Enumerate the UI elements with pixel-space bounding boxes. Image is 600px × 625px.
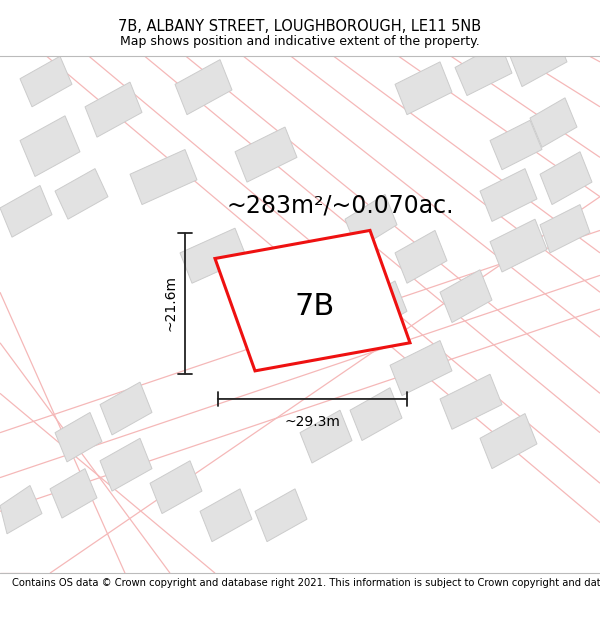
Polygon shape: [175, 59, 232, 114]
Polygon shape: [455, 42, 512, 96]
Polygon shape: [530, 98, 577, 148]
Polygon shape: [255, 489, 307, 542]
Polygon shape: [540, 204, 590, 253]
Polygon shape: [180, 228, 247, 283]
Polygon shape: [55, 412, 102, 462]
Polygon shape: [490, 120, 542, 170]
Polygon shape: [480, 414, 537, 469]
Text: 7B, ALBANY STREET, LOUGHBOROUGH, LE11 5NB: 7B, ALBANY STREET, LOUGHBOROUGH, LE11 5N…: [118, 19, 482, 34]
Polygon shape: [510, 31, 567, 87]
Polygon shape: [480, 169, 537, 221]
Polygon shape: [540, 152, 592, 204]
Polygon shape: [395, 62, 452, 114]
Polygon shape: [350, 388, 402, 441]
Polygon shape: [440, 270, 492, 322]
Polygon shape: [55, 169, 108, 219]
Polygon shape: [150, 461, 202, 514]
Polygon shape: [50, 469, 97, 518]
Polygon shape: [0, 486, 42, 534]
Polygon shape: [355, 281, 407, 334]
Text: ~283m²/~0.070ac.: ~283m²/~0.070ac.: [226, 194, 454, 218]
Polygon shape: [440, 374, 502, 429]
Polygon shape: [300, 410, 352, 463]
Polygon shape: [100, 382, 152, 435]
Polygon shape: [100, 438, 152, 491]
Polygon shape: [200, 489, 252, 542]
Polygon shape: [235, 127, 297, 182]
Polygon shape: [130, 149, 197, 204]
Polygon shape: [490, 219, 547, 272]
Text: 7B: 7B: [295, 292, 335, 321]
Polygon shape: [215, 231, 410, 371]
Polygon shape: [390, 341, 452, 396]
Polygon shape: [85, 82, 142, 137]
Text: Contains OS data © Crown copyright and database right 2021. This information is : Contains OS data © Crown copyright and d…: [12, 578, 600, 588]
Polygon shape: [395, 231, 447, 283]
Polygon shape: [20, 116, 80, 176]
Polygon shape: [20, 56, 72, 107]
Text: Map shows position and indicative extent of the property.: Map shows position and indicative extent…: [120, 35, 480, 48]
Text: ~21.6m: ~21.6m: [163, 276, 177, 331]
Polygon shape: [0, 186, 52, 237]
Text: ~29.3m: ~29.3m: [284, 415, 340, 429]
Polygon shape: [345, 194, 397, 249]
Polygon shape: [240, 256, 302, 311]
